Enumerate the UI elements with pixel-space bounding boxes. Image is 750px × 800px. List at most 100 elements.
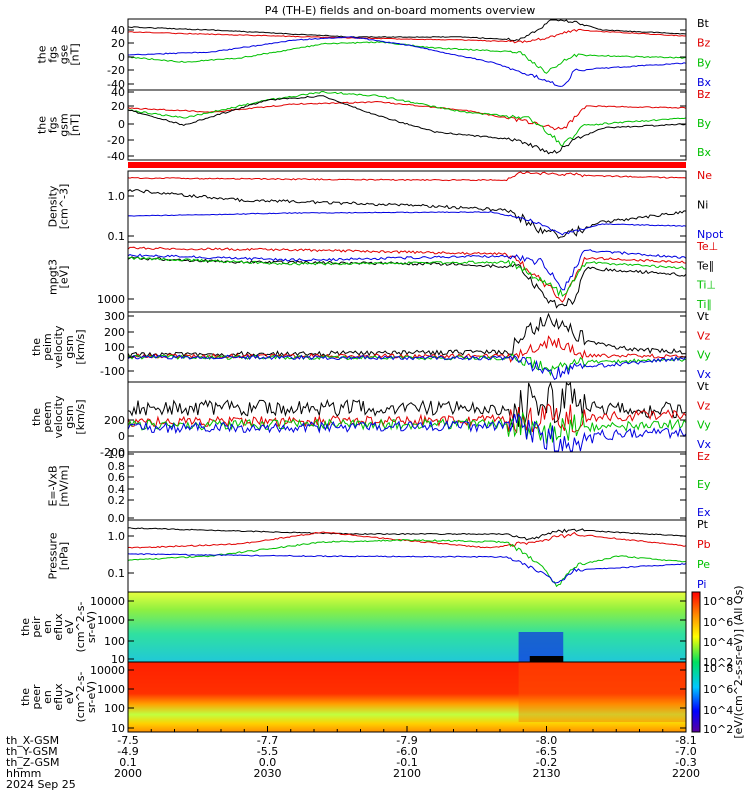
y-axis-label: peer [30,684,43,710]
y-axis-label: Density [47,185,60,227]
legend-entry: Npot [697,228,724,241]
legend-entry: Bx [697,76,712,89]
legend-entry: Vz [697,329,711,342]
colorbar: 10^810^610^410^210^810^610^410^2[eV/(cm^… [691,585,745,739]
y-axis-label: (cm^2-s- [74,602,87,653]
x-tick-label: 0.1 [119,756,137,769]
legend-entry: Vy [697,419,711,432]
series-line [127,538,686,588]
y-axis-label: (cm^2-s- [74,672,87,723]
y-tick-label: -200 [100,446,125,459]
legend-entry: Te∥ [696,259,714,272]
colorbar-label: 10^2 [703,656,733,669]
y-axis-label: mpgt3 [47,259,60,295]
y-tick-label: 0 [118,51,125,64]
panel-frame [127,170,687,243]
y-axis-label: [eV] [58,266,71,289]
series-line [127,312,687,359]
colorbar-label: 10^4 [703,704,733,717]
x-row-label: th_Y-GSM [6,745,58,758]
y-tick-label: 0 [118,118,125,131]
series-line [127,335,687,364]
legend-entry: Vt [697,310,710,323]
y-tick-label: 200 [104,326,125,339]
legend-entry: Ey [697,478,711,491]
y-tick-label: 10000 [90,664,125,677]
x-tick-label: -8.1 [675,734,696,747]
y-axis-label: en [41,620,54,634]
legend-entry: Ti∥ [696,298,712,311]
data-coverage-bar [128,162,686,168]
y-axis-label: eflux [52,613,65,641]
y-axis-label: the [36,45,49,63]
x-tick-label: 2030 [254,767,282,780]
y-axis-label: [km/s] [74,399,87,434]
series-line [127,256,687,309]
y-tick-label: 40 [111,86,125,99]
y-axis-label: eV [63,689,76,704]
x-tick-label: -7.7 [257,734,278,747]
y-axis-label: the [36,116,49,134]
series-line [127,527,687,541]
x-row-label: 2024 Sep 25 [6,778,76,791]
y-tick-label: 1000 [97,683,125,696]
y-tick-label: 0.1 [108,230,126,243]
y-tick-label: 1000 [97,293,125,306]
colorbar-label: 10^8 [703,595,733,608]
legend-entry: Ex [697,506,711,519]
legend-entry: Vt [697,380,710,393]
y-axis-label: eflux [52,683,65,711]
y-axis-label: the [19,618,32,636]
y-axis-label: [nT] [69,114,82,136]
y-tick-label: -40 [107,150,125,163]
panel-temp: 1000 mpgt3[eV] Te⊥ Te∥ Ti⊥ Ti∥ [47,240,718,313]
x-tick-label: -4.9 [117,745,138,758]
series-line [127,256,686,297]
panel-pressure: 1.0 0.1 Pressure[nPa] Pt Pb Pe Pi [47,518,711,593]
y-axis-label: Pressure [47,532,60,579]
series-line [127,41,687,74]
y-axis-label: [mV/m] [58,465,71,506]
legend-entry: Bz [697,37,711,50]
x-tick-label: -5.5 [257,745,278,758]
y-tick-label: 20 [111,100,125,113]
y-axis-label: gsm [58,113,71,136]
legend-entry: Vz [697,399,711,412]
series-line [127,28,687,44]
colorbar-label: 10^8 [703,662,733,675]
series-line [127,354,687,381]
legend-entry: Ez [697,450,710,463]
y-axis-label: gsm [63,405,76,428]
panel-frame [127,451,687,521]
y-tick-label: 10 [111,653,125,666]
panel-peer: 10000 1000 100 10 thepeerenefluxeV(cm^2-s-sr… [19,661,687,735]
y-tick-label: 100 [104,341,125,354]
y-tick-label: 20 [111,37,125,50]
series-line [127,95,687,155]
x-tick-label: -0.2 [536,756,557,769]
y-tick-label: 1.0 [108,530,126,543]
x-tick-label: 2000 [114,767,142,780]
x-row-label: hhmm [6,767,41,780]
legend-entry: Pe [697,558,710,571]
x-tick-label: -0.3 [675,756,696,769]
y-axis-label: [km/s] [74,329,87,364]
y-tick-label: 100 [104,702,125,715]
x-tick-label: -6.0 [396,745,417,758]
series-line [127,171,687,182]
colorbar-label: 10^6 [703,616,733,629]
legend-entry: Pi [697,578,706,591]
y-tick-label: 0 [118,430,125,443]
y-tick-label: -20 [107,134,125,147]
y-axis-label: the [19,688,32,706]
panel-peir: 10000 1000 100 10 thepeirenefluxeV(cm^2-s-sr… [19,591,687,666]
y-tick-label: -40 [107,78,125,91]
y-axis-label: peim [41,333,54,361]
colorbar-gradient [691,591,701,733]
legend-entry: Pt [697,518,709,531]
x-tick-label: -7.5 [117,734,138,747]
series-line [127,412,687,444]
